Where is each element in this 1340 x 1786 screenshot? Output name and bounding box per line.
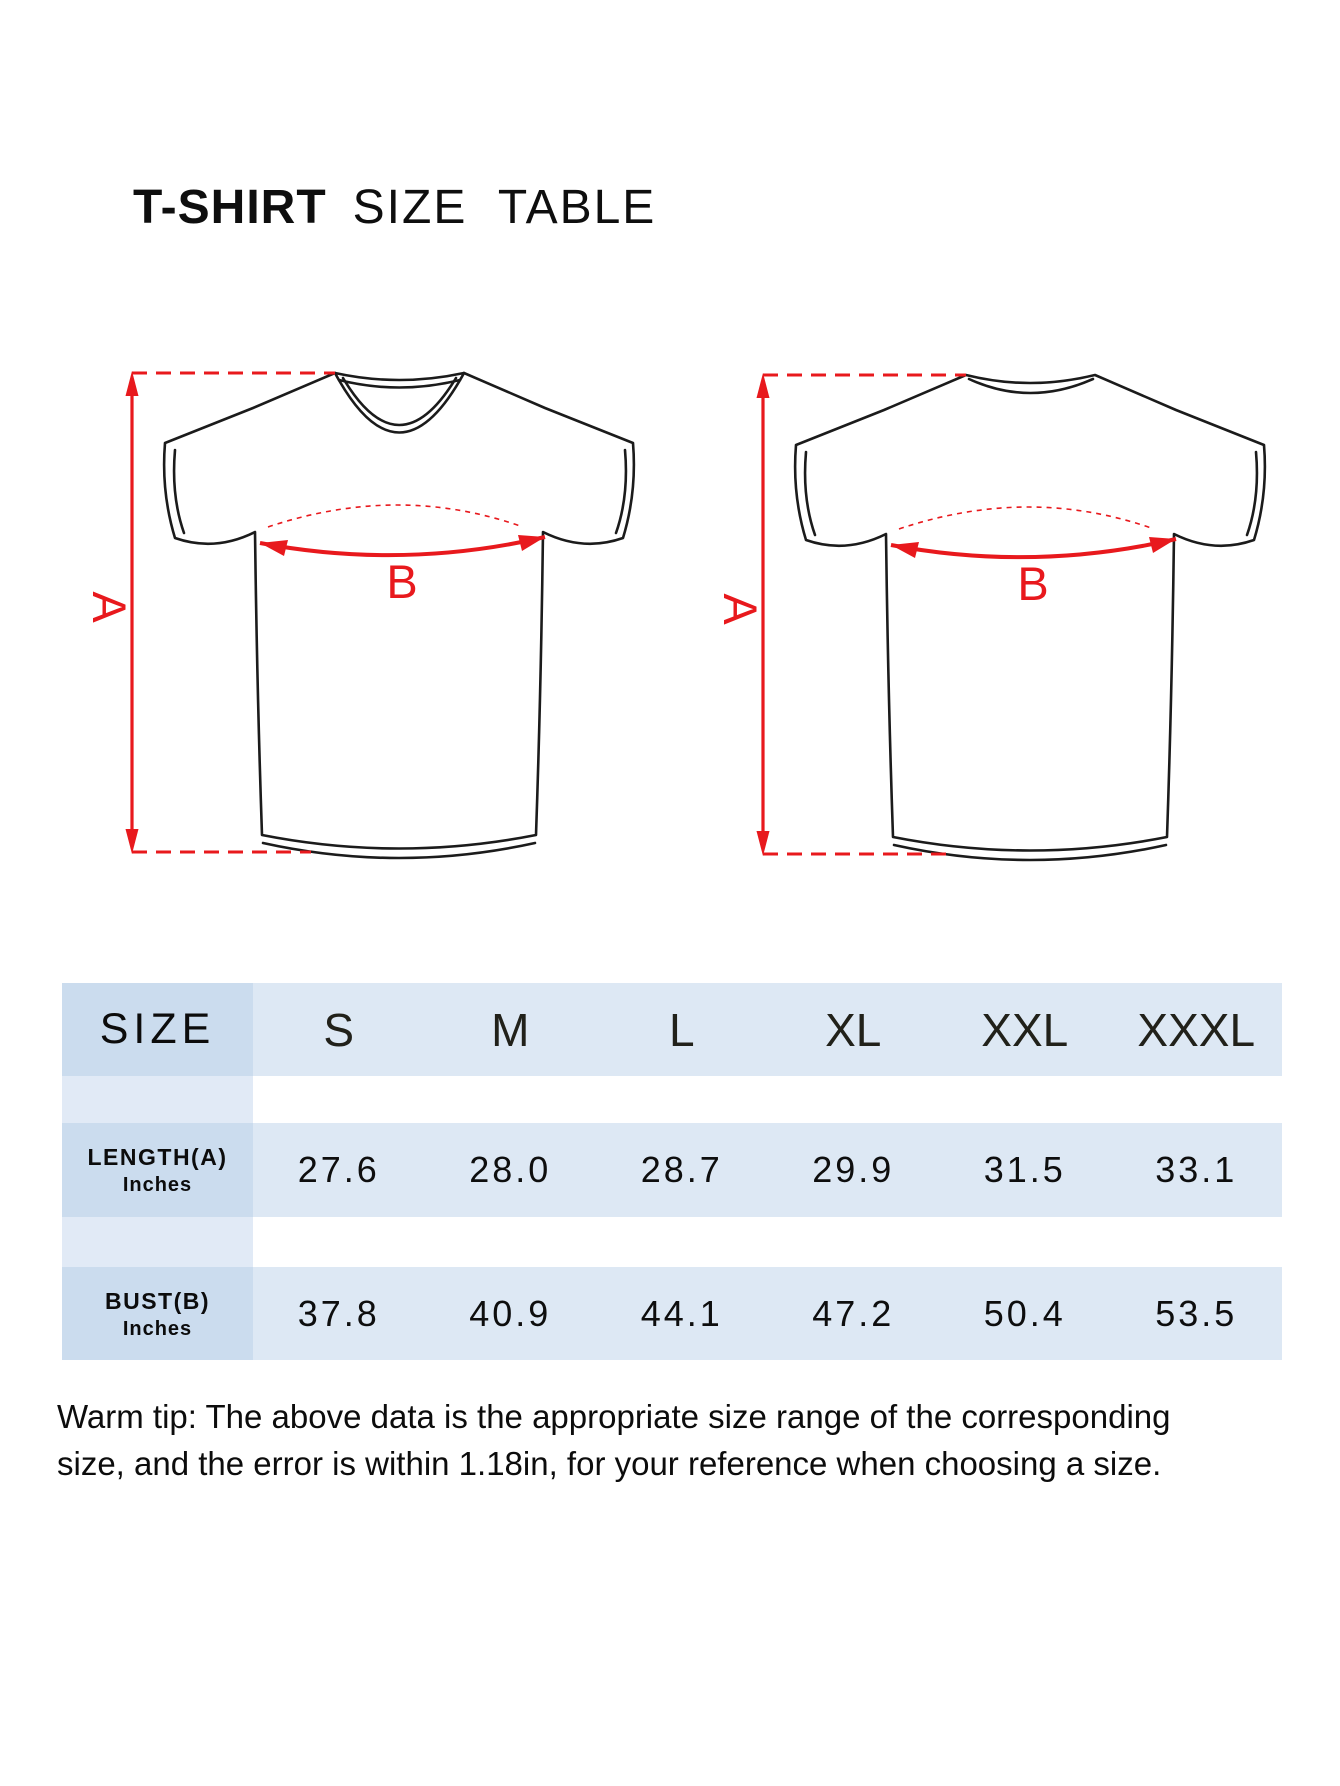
col-header-l: L (596, 983, 768, 1076)
table-spacer-row (62, 1217, 1282, 1267)
bust-arrow-icon (259, 504, 546, 558)
tshirt-front-outline (162, 371, 636, 860)
warm-tip-line2: size, and the error is within 1.18in, fo… (57, 1445, 1162, 1482)
length-row: LENGTH(A) Inches 27.6 28.0 28.7 29.9 31.… (62, 1123, 1282, 1217)
bust-arrow-icon (890, 506, 1177, 560)
table-header-row: SIZE S M L XL XXL XXXL (62, 983, 1282, 1076)
bust-value-m: 40.9 (424, 1267, 596, 1360)
length-value-xxxl: 33.1 (1110, 1123, 1282, 1217)
length-value-l: 28.7 (596, 1123, 768, 1217)
size-header-cell: SIZE (62, 983, 253, 1076)
col-header-s: S (253, 983, 425, 1076)
spacer-label-cell (62, 1217, 253, 1267)
length-value-s: 27.6 (253, 1123, 425, 1217)
bust-value-xl: 47.2 (767, 1267, 939, 1360)
length-row-unit: Inches (122, 1174, 193, 1196)
length-value-m: 28.0 (424, 1123, 596, 1217)
warm-tip-line1: Warm tip: The above data is the appropri… (57, 1398, 1171, 1435)
table-spacer-row (62, 1076, 1282, 1123)
page-title-brand: T-SHIRT (133, 181, 327, 234)
bust-row-label: BUST(B) (104, 1287, 211, 1314)
bust-value-l: 44.1 (596, 1267, 768, 1360)
tshirt-front-diagram: A B (85, 371, 636, 860)
warm-tip: Warm tip: The above data is the appropri… (57, 1393, 1307, 1487)
col-header-xxxl: XXXL (1110, 983, 1282, 1076)
tshirt-back-outline (793, 373, 1267, 862)
col-header-xxl: XXL (939, 983, 1111, 1076)
tshirt-back-diagram: A B (716, 373, 1267, 862)
length-arrow-icon (756, 373, 966, 856)
bust-label-front: B (386, 555, 417, 608)
length-row-header: LENGTH(A) Inches (62, 1123, 253, 1217)
length-value-xxl: 31.5 (939, 1123, 1111, 1217)
bust-value-s: 37.8 (253, 1267, 425, 1360)
bust-row-unit: Inches (122, 1317, 193, 1340)
col-header-xl: XL (767, 983, 939, 1076)
size-table: SIZE S M L XL XXL XXXL LENGTH(A) Inches … (62, 983, 1282, 1360)
length-arrow-icon (125, 371, 335, 854)
length-label-back: A (716, 593, 767, 625)
bust-row-header: BUST(B) Inches (62, 1267, 253, 1360)
bust-label-back: B (1017, 557, 1048, 610)
length-row-label: LENGTH(A) (87, 1144, 228, 1170)
spacer-label-cell (62, 1076, 253, 1123)
bust-row: BUST(B) Inches 37.8 40.9 44.1 47.2 50.4 … (62, 1267, 1282, 1360)
col-header-m: M (424, 983, 596, 1076)
bust-value-xxl: 50.4 (939, 1267, 1111, 1360)
bust-value-xxxl: 53.5 (1110, 1267, 1282, 1360)
length-value-xl: 29.9 (767, 1123, 939, 1217)
length-label-front: A (85, 591, 136, 623)
page-title: T-SHIRT SIZE TABLE (133, 180, 656, 235)
page-title-rest: SIZE TABLE (352, 181, 657, 234)
